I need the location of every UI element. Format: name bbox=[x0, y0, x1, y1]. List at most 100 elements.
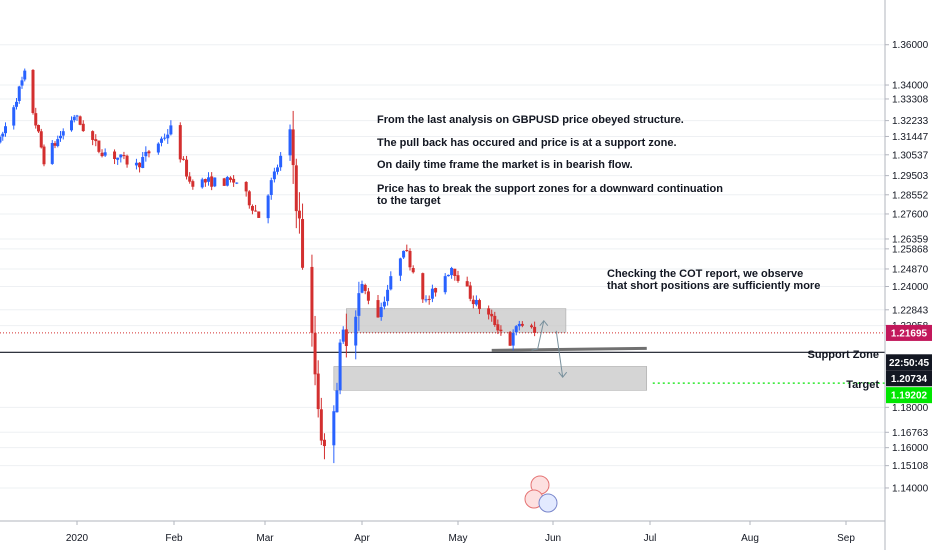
price-badge-label-1: 22:50:45 bbox=[889, 358, 929, 369]
candle-body-59 bbox=[247, 191, 251, 206]
candle-body-58 bbox=[244, 181, 248, 192]
candle-body-33 bbox=[134, 162, 138, 166]
candle-body-4 bbox=[15, 101, 18, 107]
candle-body-73 bbox=[310, 266, 314, 333]
x-tick-label-1: Feb bbox=[165, 533, 183, 544]
candle-body-53 bbox=[222, 178, 226, 186]
candle-body-18 bbox=[70, 120, 73, 131]
candle-body-0 bbox=[0, 136, 2, 143]
y-tick-label-4: 1.31447 bbox=[892, 132, 929, 143]
candle-body-16 bbox=[59, 135, 62, 139]
candle-body-71 bbox=[297, 210, 301, 219]
y-tick-label-16: 1.16763 bbox=[892, 428, 929, 439]
price-levels bbox=[0, 332, 885, 384]
candle-body-45 bbox=[185, 159, 189, 177]
y-tick-label-3: 1.32233 bbox=[892, 116, 929, 127]
candle-body-94 bbox=[402, 250, 406, 258]
candle-body-92 bbox=[389, 276, 393, 290]
y-tick-label-8: 1.27600 bbox=[892, 209, 929, 220]
candle-body-13 bbox=[50, 142, 54, 164]
candle-body-100 bbox=[427, 298, 431, 300]
candle-body-23 bbox=[91, 131, 95, 140]
candle-body-82 bbox=[344, 329, 348, 347]
projection-arrows bbox=[531, 319, 568, 378]
candle-body-11 bbox=[39, 131, 43, 148]
candle-body-51 bbox=[210, 176, 214, 187]
candle-body-47 bbox=[191, 181, 195, 187]
candle-body-104 bbox=[446, 274, 450, 277]
y-tick-label-10: 1.25868 bbox=[892, 244, 929, 255]
candle-body-28 bbox=[113, 151, 117, 160]
candle-body-103 bbox=[443, 276, 447, 293]
candle-body-96 bbox=[408, 250, 412, 268]
logo-badge[interactable] bbox=[524, 475, 558, 513]
candle-body-36 bbox=[144, 151, 148, 157]
candle-body-22 bbox=[81, 123, 85, 132]
candle-body-87 bbox=[366, 291, 370, 301]
y-tick-label-9: 1.26359 bbox=[892, 234, 929, 245]
support-zone-label: Support Zone bbox=[808, 349, 880, 361]
candle-body-70 bbox=[294, 165, 298, 212]
candle-body-26 bbox=[100, 152, 104, 157]
candle-body-49 bbox=[203, 179, 207, 183]
candle-body-66 bbox=[276, 167, 280, 172]
candle-body-2 bbox=[4, 126, 7, 134]
candle-body-30 bbox=[119, 154, 123, 158]
candle-body-3 bbox=[12, 107, 16, 126]
candle-body-34 bbox=[138, 162, 142, 168]
zones bbox=[333, 308, 648, 391]
annotation-line-2: The pull back has occured and price is a… bbox=[377, 137, 677, 149]
annotation-line-4: Price has to break the support zones for… bbox=[377, 183, 723, 195]
price-badge-label-2: 1.20734 bbox=[891, 374, 928, 385]
candle-body-114 bbox=[490, 313, 494, 317]
projection-up-arrow-head bbox=[539, 319, 549, 327]
candle-body-76 bbox=[319, 409, 323, 441]
candle-body-120 bbox=[514, 326, 518, 333]
candle-body-10 bbox=[37, 125, 40, 132]
candle-body-65 bbox=[272, 171, 276, 180]
x-tick-label-7: Aug bbox=[741, 533, 759, 544]
candle-body-115 bbox=[493, 315, 497, 326]
projection-up-leg bbox=[531, 320, 545, 351]
time-axis[interactable]: 2020 Feb Mar Apr May Jun Jul Aug Sep bbox=[66, 521, 855, 544]
candle-body-14 bbox=[53, 143, 57, 146]
candle-body-56 bbox=[232, 178, 236, 183]
y-tick-label-12: 1.24000 bbox=[892, 282, 929, 293]
candle-body-108 bbox=[465, 281, 469, 287]
price-badges: 1.21695 22:50:45 1.20734 1.19202 bbox=[886, 324, 932, 404]
x-tick-label-2: Mar bbox=[256, 533, 274, 544]
candle-body-106 bbox=[453, 268, 457, 276]
candle-body-118 bbox=[508, 332, 512, 346]
candle-body-90 bbox=[382, 301, 386, 307]
candle-body-105 bbox=[450, 267, 454, 276]
projection-arrow-head bbox=[558, 371, 568, 378]
price-badge-label-3: 1.19202 bbox=[891, 391, 928, 402]
price-axis[interactable]: 1.36000 1.34000 1.33308 1.32233 1.31447 1.305… bbox=[885, 40, 929, 494]
candle-body-37 bbox=[147, 151, 151, 154]
x-tick-label-5: Jun bbox=[545, 533, 561, 544]
candle-body-35 bbox=[141, 157, 145, 168]
candle-body-93 bbox=[398, 258, 402, 276]
candle-body-84 bbox=[357, 293, 361, 316]
candle-body-41 bbox=[166, 134, 170, 139]
candle-body-72 bbox=[301, 219, 305, 268]
candle-body-29 bbox=[116, 157, 120, 160]
candle-body-75 bbox=[316, 373, 320, 410]
candle-body-17 bbox=[61, 131, 65, 136]
candle-body-86 bbox=[363, 284, 367, 291]
y-tick-label-5: 1.30537 bbox=[892, 150, 929, 161]
annotation-line-6: Checking the COT report, we observe bbox=[607, 268, 803, 280]
candle-body-116 bbox=[496, 324, 500, 331]
x-tick-label-4: May bbox=[449, 533, 468, 544]
candle-body-57 bbox=[235, 182, 239, 184]
candle-body-69 bbox=[291, 129, 295, 166]
target-label: Target bbox=[846, 379, 879, 391]
candle-body-88 bbox=[376, 300, 380, 318]
x-tick-label-6: Jul bbox=[644, 533, 657, 544]
grid-lines bbox=[0, 44, 885, 489]
y-tick-label-7: 1.28552 bbox=[892, 190, 929, 201]
candle-body-15 bbox=[56, 139, 60, 147]
y-tick-label-13: 1.22843 bbox=[892, 305, 929, 316]
annotation-block-main: From the last analysis on GBPUSD price o… bbox=[377, 114, 723, 207]
